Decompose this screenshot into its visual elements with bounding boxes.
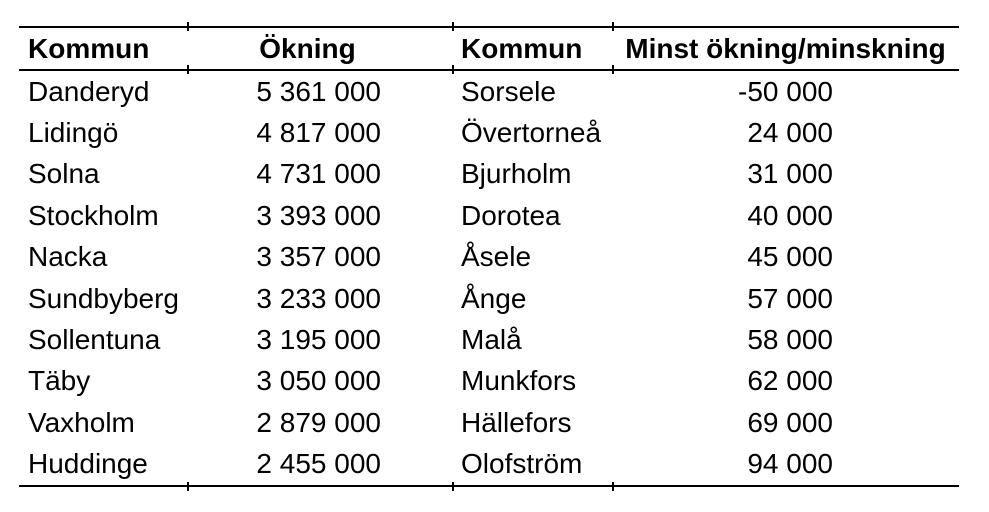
cell-kommun-left: Solna [28, 158, 100, 190]
cell-minst-okning: 62 000 [747, 365, 833, 397]
cell-kommun-left: Vaxholm [28, 406, 135, 438]
column-divider-tick [187, 22, 189, 31]
cell-okning: 4 731 000 [256, 158, 381, 190]
cell-kommun-left: Huddinge [28, 448, 148, 480]
cell-okning: 2 455 000 [256, 448, 381, 480]
cell-kommun-right: Åsele [461, 241, 532, 273]
cell-kommun-left: Nacka [28, 241, 108, 273]
cell-kommun-left: Stockholm [28, 199, 159, 231]
column-divider-tick [187, 65, 189, 74]
column-divider-tick [612, 65, 614, 74]
cell-okning: 3 357 000 [256, 241, 381, 273]
cell-kommun-right: Övertorneå [461, 117, 602, 149]
table-row: Nacka 3 357 000 Åsele 45 000 [19, 237, 959, 278]
column-divider-tick [452, 481, 454, 491]
cell-kommun-right: Olofström [461, 448, 583, 480]
cell-minst-okning: 24 000 [747, 117, 833, 149]
cell-minst-okning: 94 000 [747, 448, 833, 480]
table-row: Danderyd 5 361 000 Sorsele -50 000 [19, 71, 959, 112]
column-divider-tick [187, 481, 189, 491]
cell-okning: 3 233 000 [256, 282, 381, 314]
cell-kommun-right: Dorotea [461, 199, 561, 231]
cell-okning: 5 361 000 [256, 75, 381, 107]
table-row: Täby 3 050 000 Munkfors 62 000 [19, 361, 959, 402]
table-row: Stockholm 3 393 000 Dorotea 40 000 [19, 195, 959, 236]
cell-minst-okning: 40 000 [747, 199, 833, 231]
column-divider-tick [612, 22, 614, 31]
municipality-table: Kommun Ökning Kommun Minst ökning/minskn… [19, 22, 959, 491]
cell-minst-okning: -50 000 [738, 75, 833, 107]
cell-kommun-right: Malå [461, 324, 522, 356]
table-row: Sundbyberg 3 233 000 Ånge 57 000 [19, 278, 959, 319]
cell-okning: 3 393 000 [256, 199, 381, 231]
cell-okning: 3 195 000 [256, 324, 381, 356]
cell-kommun-left: Sundbyberg [28, 282, 180, 314]
cell-okning: 4 817 000 [256, 117, 381, 149]
header-kommun-right: Kommun [461, 32, 583, 64]
cell-kommun-left: Danderyd [28, 75, 150, 107]
cell-kommun-right: Ånge [461, 282, 527, 314]
cell-kommun-right: Hällefors [461, 406, 572, 438]
header-okning: Ökning [259, 32, 356, 64]
cell-minst-okning: 69 000 [747, 406, 833, 438]
cell-kommun-left: Sollentuna [28, 324, 161, 356]
cell-okning: 3 050 000 [256, 365, 381, 397]
table-row: Lidingö 4 817 000 Övertorneå 24 000 [19, 112, 959, 153]
header-kommun-left: Kommun [28, 32, 150, 64]
cell-kommun-right: Sorsele [461, 75, 556, 107]
table-row: Solna 4 731 000 Bjurholm 31 000 [19, 154, 959, 195]
cell-minst-okning: 45 000 [747, 241, 833, 273]
table-row: Vaxholm 2 879 000 Hällefors 69 000 [19, 402, 959, 443]
cell-kommun-left: Lidingö [28, 117, 119, 149]
cell-kommun-right: Munkfors [461, 365, 577, 397]
cell-kommun-right: Bjurholm [461, 158, 572, 190]
column-divider-tick [452, 22, 454, 31]
header-minst-okning: Minst ökning/minskning [625, 32, 946, 64]
column-divider-tick [612, 481, 614, 491]
cell-minst-okning: 58 000 [747, 324, 833, 356]
column-divider-tick [452, 65, 454, 74]
cell-kommun-left: Täby [28, 365, 91, 397]
cell-minst-okning: 31 000 [747, 158, 833, 190]
table-header-row: Kommun Ökning Kommun Minst ökning/minskn… [19, 28, 959, 71]
table-row: Sollentuna 3 195 000 Malå 58 000 [19, 319, 959, 360]
table-row: Huddinge 2 455 000 Olofström 94 000 [19, 444, 959, 485]
cell-okning: 2 879 000 [256, 406, 381, 438]
cell-minst-okning: 57 000 [747, 282, 833, 314]
